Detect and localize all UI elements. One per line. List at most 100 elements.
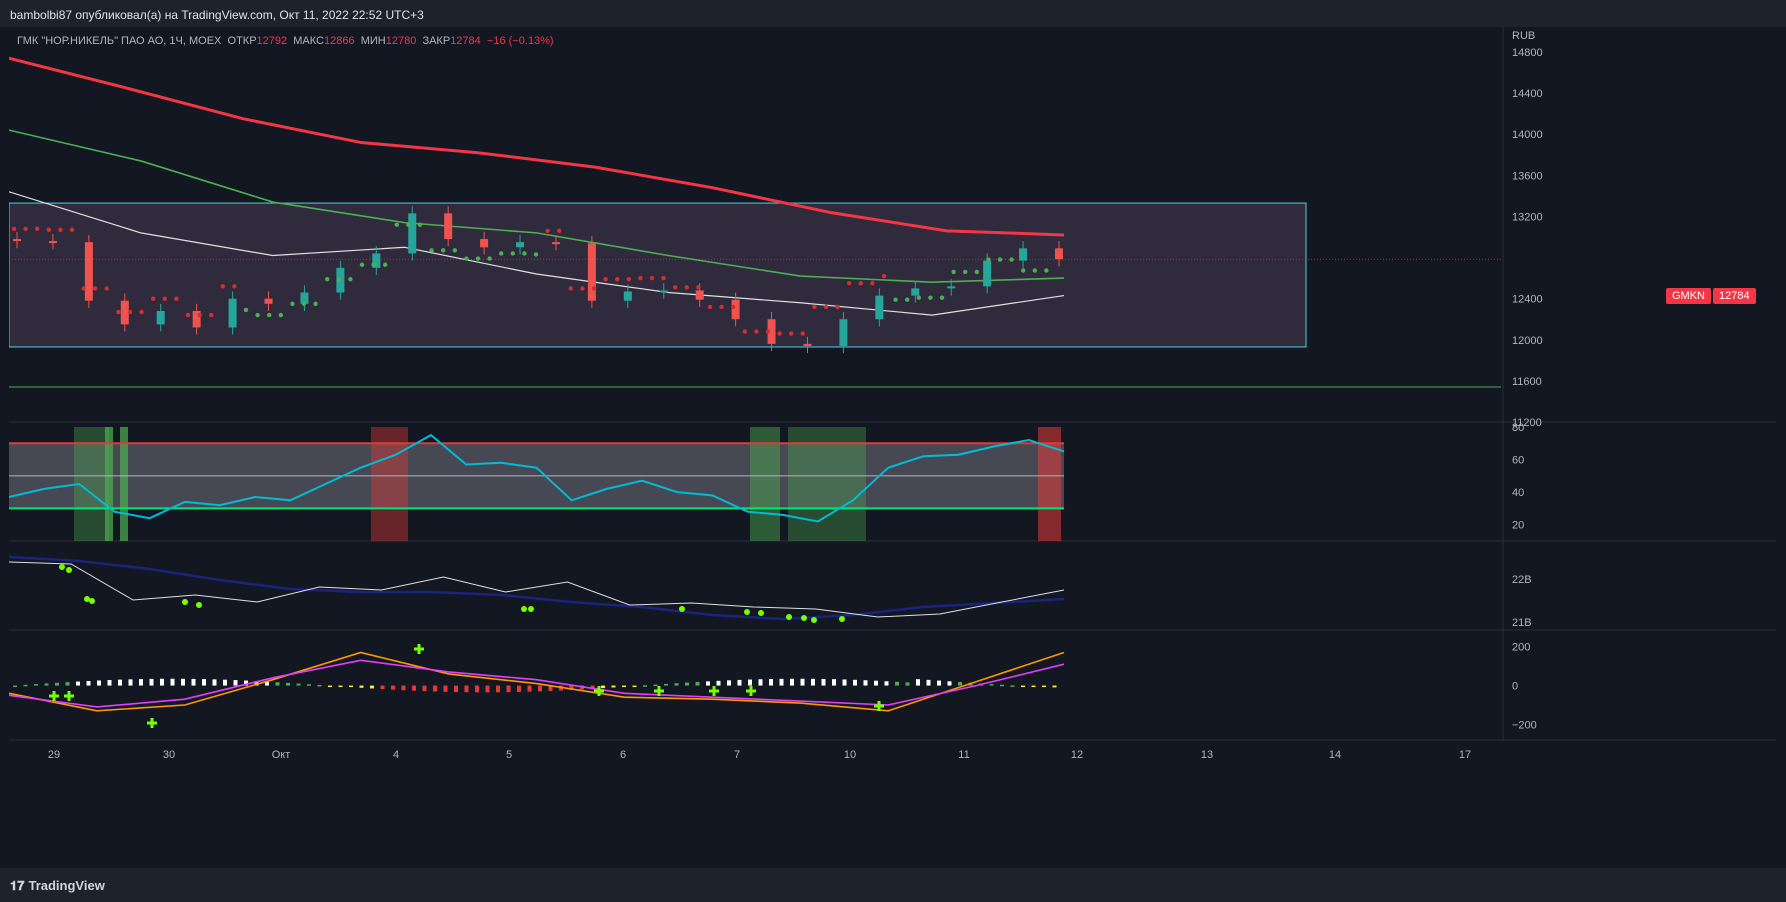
time-axis-label: 14	[1329, 749, 1341, 761]
sar-dot	[603, 277, 607, 281]
macd-histogram-bar	[202, 679, 206, 685]
sar-dot	[58, 228, 62, 232]
macd-histogram-bar	[654, 685, 658, 687]
candle-body	[408, 213, 416, 253]
macd-histogram-bar	[150, 679, 154, 686]
price-tick-label: 13200	[1512, 211, 1543, 223]
sar-dot	[917, 295, 921, 299]
sar-dot	[313, 302, 317, 306]
macd-histogram-bar	[706, 681, 710, 685]
sar-dot	[1044, 268, 1048, 272]
macd-histogram-bar	[759, 679, 763, 685]
sar-dot	[93, 286, 97, 290]
price-tick-label: 14800	[1512, 47, 1543, 59]
macd-histogram-bar	[454, 686, 458, 693]
sar-dot	[661, 276, 665, 280]
sar-dot	[812, 305, 816, 309]
time-axis-label: 29	[48, 749, 60, 761]
volume-signal-dot	[744, 609, 750, 615]
sar-dot	[348, 277, 352, 281]
macd-histogram-bar	[601, 686, 605, 689]
sar-dot	[337, 277, 341, 281]
price-tick-label: 14400	[1512, 88, 1543, 100]
sar-dot	[279, 313, 283, 317]
macd-histogram-bar	[1032, 686, 1036, 688]
candle-body	[480, 239, 488, 247]
macd-histogram-bar	[832, 679, 836, 685]
sar-dot	[1021, 268, 1025, 272]
volume-ma-line	[9, 557, 1064, 619]
candle-body	[803, 344, 811, 346]
rsi-tick-label: 80	[1512, 422, 1524, 434]
sar-dot	[893, 297, 897, 301]
price-tick-label: 12400	[1512, 294, 1543, 306]
close-label: ЗАКР	[422, 35, 450, 47]
sar-dot	[766, 329, 770, 333]
sar-dot	[557, 229, 561, 233]
macd-histogram-bar	[486, 686, 490, 693]
sar-dot	[441, 248, 445, 252]
macd-histogram-bar	[234, 680, 238, 685]
sar-dot	[870, 281, 874, 285]
macd-histogram-bar	[381, 686, 385, 690]
sar-dot	[835, 305, 839, 309]
macd-histogram-bar	[444, 686, 448, 692]
time-axis-label: 12	[1071, 749, 1083, 761]
macd-histogram-bar	[34, 684, 38, 686]
sar-dot	[221, 284, 225, 288]
candle-body	[875, 296, 883, 320]
sar-dot	[209, 313, 213, 317]
macd-histogram-bar	[864, 680, 868, 685]
sar-dot	[464, 256, 468, 260]
price-tick-label: 11600	[1512, 376, 1542, 388]
sar-dot	[708, 305, 712, 309]
sar-dot	[743, 329, 747, 333]
macd-histogram-bar	[738, 680, 742, 686]
candle-body	[85, 242, 93, 301]
macd-histogram-bar	[822, 679, 826, 686]
time-axis-label: 11	[958, 749, 969, 761]
high-value: 12866	[324, 35, 355, 47]
macd-histogram-bar	[769, 679, 773, 686]
candle-body	[732, 300, 740, 320]
chart-area[interactable]: RUB 14800 14400 14000 13600 13200 12400 12000 11…	[9, 27, 1776, 866]
sar-dot	[998, 257, 1002, 261]
sar-dot	[487, 256, 491, 260]
macd-histogram-bar	[297, 684, 301, 686]
macd-histogram-bar	[139, 679, 143, 685]
macd-cross-marker	[746, 686, 756, 696]
macd-histogram-bar	[276, 682, 280, 685]
macd-histogram-bar	[181, 679, 185, 686]
sar-dot	[1009, 257, 1013, 261]
macd-histogram-bar	[853, 680, 857, 686]
top-bar: bambolbi87 опубликовал(а) на TradingView…	[0, 0, 1786, 27]
sar-dot	[267, 313, 271, 317]
rsi-tick-label: 20	[1512, 520, 1524, 532]
macd-histogram-bar	[1053, 686, 1057, 688]
sar-dot	[163, 296, 167, 300]
volume-signal-dot	[528, 606, 534, 612]
currency-label: RUB	[1512, 30, 1535, 42]
candle-body	[624, 291, 632, 300]
macd-histogram-bar	[171, 679, 175, 686]
macd-histogram-bar	[13, 686, 17, 688]
macd-histogram-bar	[622, 686, 626, 688]
tradingview-logo[interactable]: 𝟏𝟕 TradingView	[10, 878, 105, 894]
candle-body	[157, 311, 165, 324]
volume-signal-dot	[839, 616, 845, 622]
sar-dot	[186, 313, 190, 317]
sar-dot	[360, 263, 364, 267]
sar-dot	[23, 227, 27, 231]
sar-dot	[244, 308, 248, 312]
chart-svg[interactable]: RUB1480014400140001360013200124001200011…	[9, 27, 1776, 866]
macd-histogram-bar	[801, 679, 805, 686]
macd-histogram-bar	[433, 686, 437, 692]
bottom-bar	[0, 868, 1786, 902]
low-label: МИН	[361, 35, 386, 47]
macd-histogram-bar	[45, 683, 49, 685]
macd-histogram-bar	[675, 683, 679, 685]
sar-dot	[418, 222, 422, 226]
macd-histogram-bar	[339, 686, 343, 688]
sar-dot	[986, 257, 990, 261]
sar-dot	[789, 331, 793, 335]
